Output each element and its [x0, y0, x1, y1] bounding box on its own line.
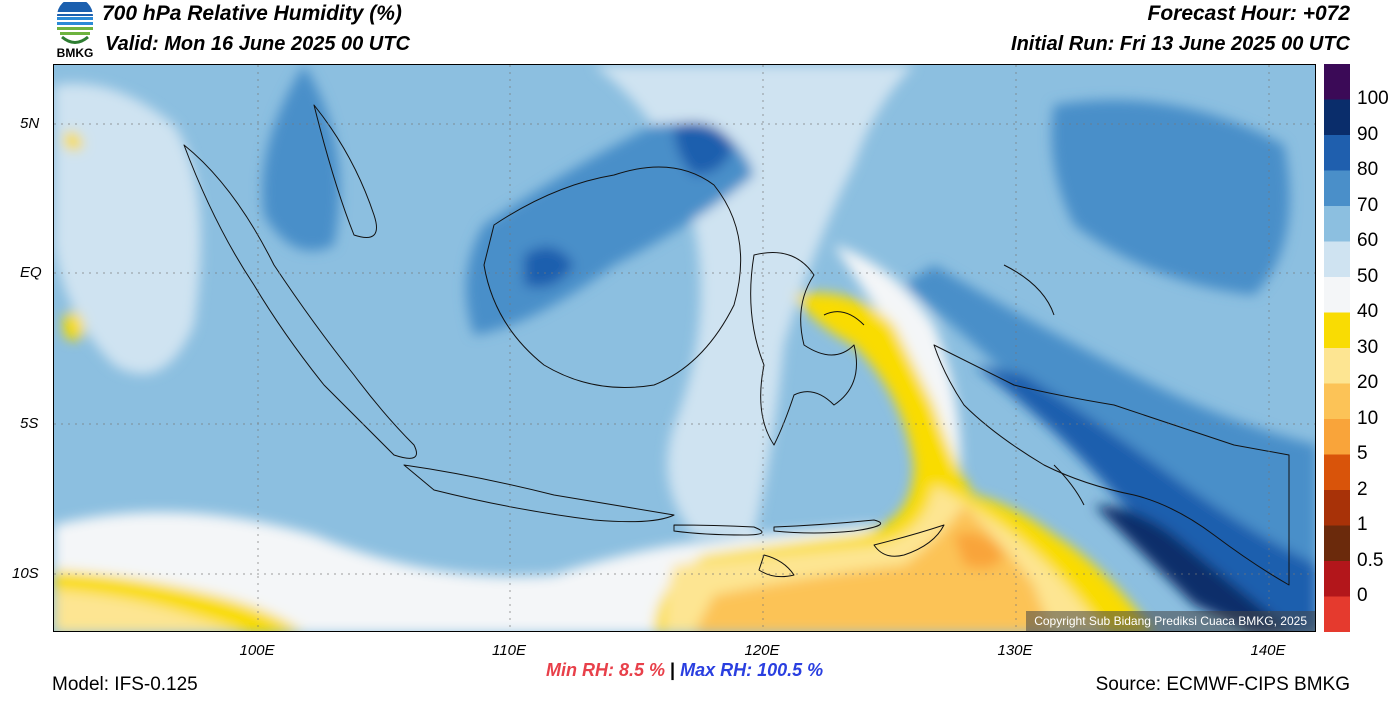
colorbar-swatch — [1324, 419, 1350, 455]
colorbar-swatch — [1324, 135, 1350, 171]
colorbar-label: 90 — [1357, 124, 1379, 145]
colorbar-label: 30 — [1357, 337, 1379, 358]
colorbar-label: 50 — [1357, 266, 1379, 287]
colorbar-swatch — [1324, 99, 1350, 136]
colorbar-swatch — [1324, 525, 1350, 562]
lat-label-eq: EQ — [20, 264, 42, 281]
colorbar-label: 0.5 — [1357, 550, 1384, 571]
colorbar-swatch — [1324, 64, 1350, 100]
lon-label-140e: 140E — [1250, 642, 1286, 659]
copyright-note: Copyright Sub Bidang Prediksi Cuaca BMKG… — [1026, 611, 1315, 631]
logo-text: BMKG — [57, 46, 94, 60]
colorbar-label: 5 — [1357, 443, 1368, 464]
humidity-field — [54, 65, 1315, 631]
lat-label-10s: 10S — [12, 565, 39, 582]
colorbar-swatch — [1324, 596, 1350, 632]
colorbar-label: 20 — [1357, 372, 1379, 393]
colorbar-label: 100 — [1357, 88, 1389, 109]
colorbar-swatch — [1324, 241, 1350, 278]
lon-label-130e: 130E — [997, 642, 1033, 659]
colorbar-label: 80 — [1357, 159, 1379, 180]
lat-label-5s: 5S — [20, 415, 39, 432]
source-label: Source: ECMWF-CIPS BMKG — [1095, 674, 1350, 695]
valid-time: Valid: Mon 16 June 2025 00 UTC — [105, 33, 410, 55]
max-rh-label: Max RH: — [680, 660, 753, 680]
colorbar — [1324, 64, 1350, 632]
colorbar-label: 60 — [1357, 230, 1379, 251]
forecast-hour: Forecast Hour: +072 — [1147, 2, 1351, 25]
colorbar-swatch — [1324, 206, 1350, 242]
initial-run: Initial Run: Fri 13 June 2025 00 UTC — [1011, 33, 1350, 55]
colorbar-swatch — [1324, 490, 1350, 526]
colorbar-swatch — [1324, 170, 1350, 207]
humidity-map: Copyright Sub Bidang Prediksi Cuaca BMKG… — [53, 64, 1316, 632]
colorbar-label: 1 — [1357, 514, 1368, 535]
lon-label-120e: 120E — [744, 642, 780, 659]
colorbar-swatch — [1324, 454, 1350, 491]
colorbar-label: 70 — [1357, 195, 1379, 216]
colorbar-label: 40 — [1357, 301, 1379, 322]
lon-label-100e: 100E — [239, 642, 275, 659]
colorbar-label: 10 — [1357, 408, 1379, 429]
stats-separator: | — [670, 660, 676, 680]
colorbar-swatch — [1324, 561, 1350, 597]
min-rh-label: Min RH: — [546, 660, 614, 680]
rh-stats: Min RH: 8.5 % | Max RH: 100.5 % — [546, 660, 823, 681]
max-rh-value: 100.5 % — [757, 660, 824, 680]
colorbar-swatch — [1324, 277, 1350, 313]
colorbar-swatch — [1324, 383, 1350, 420]
bmkg-logo: BMKG — [57, 2, 94, 60]
lat-label-5n: 5N — [20, 115, 40, 132]
colorbar-swatch — [1324, 348, 1350, 384]
map-title: 700 hPa Relative Humidity (%) — [102, 2, 402, 25]
colorbar-swatch — [1324, 312, 1350, 349]
colorbar-label: 2 — [1357, 479, 1368, 500]
lon-label-110e: 110E — [492, 642, 526, 659]
min-rh-value: 8.5 % — [619, 660, 666, 680]
colorbar-label: 0 — [1357, 585, 1368, 606]
model-label: Model: IFS-0.125 — [52, 674, 198, 695]
